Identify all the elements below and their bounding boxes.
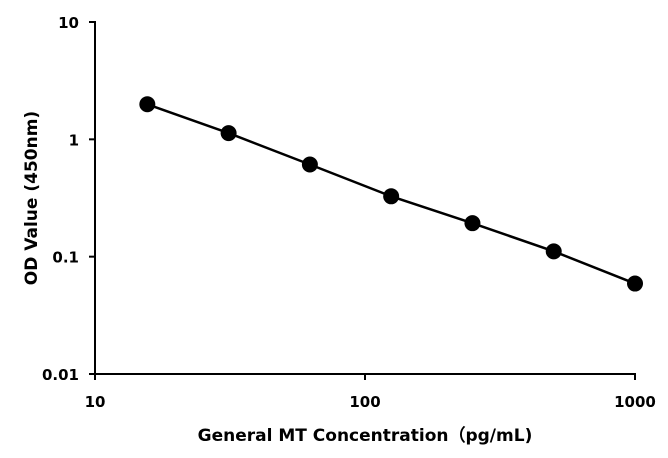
data-point [545, 243, 562, 260]
x-axis-label: General MT Concentration（pg/mL) [198, 425, 533, 446]
x-tick-label: 1000 [614, 393, 656, 411]
series-marks [139, 96, 643, 292]
y-tick-label: 1 [69, 131, 79, 149]
y-tick-label: 0.01 [42, 366, 79, 384]
data-point [301, 156, 318, 173]
data-point [383, 188, 400, 205]
data-point [464, 215, 481, 232]
y-axis-label: OD Value (450nm) [22, 111, 42, 285]
data-point [139, 96, 156, 113]
axes [89, 21, 636, 380]
data-point [220, 125, 237, 142]
x-tick-label: 10 [85, 393, 106, 411]
data-point [627, 275, 643, 292]
y-tick-label: 10 [58, 14, 79, 32]
y-tick-label: 0.1 [52, 249, 79, 267]
tick-labels: 0.01 0.1 1 10 10 100 1000 [42, 14, 656, 411]
x-tick-label: 100 [349, 393, 380, 411]
